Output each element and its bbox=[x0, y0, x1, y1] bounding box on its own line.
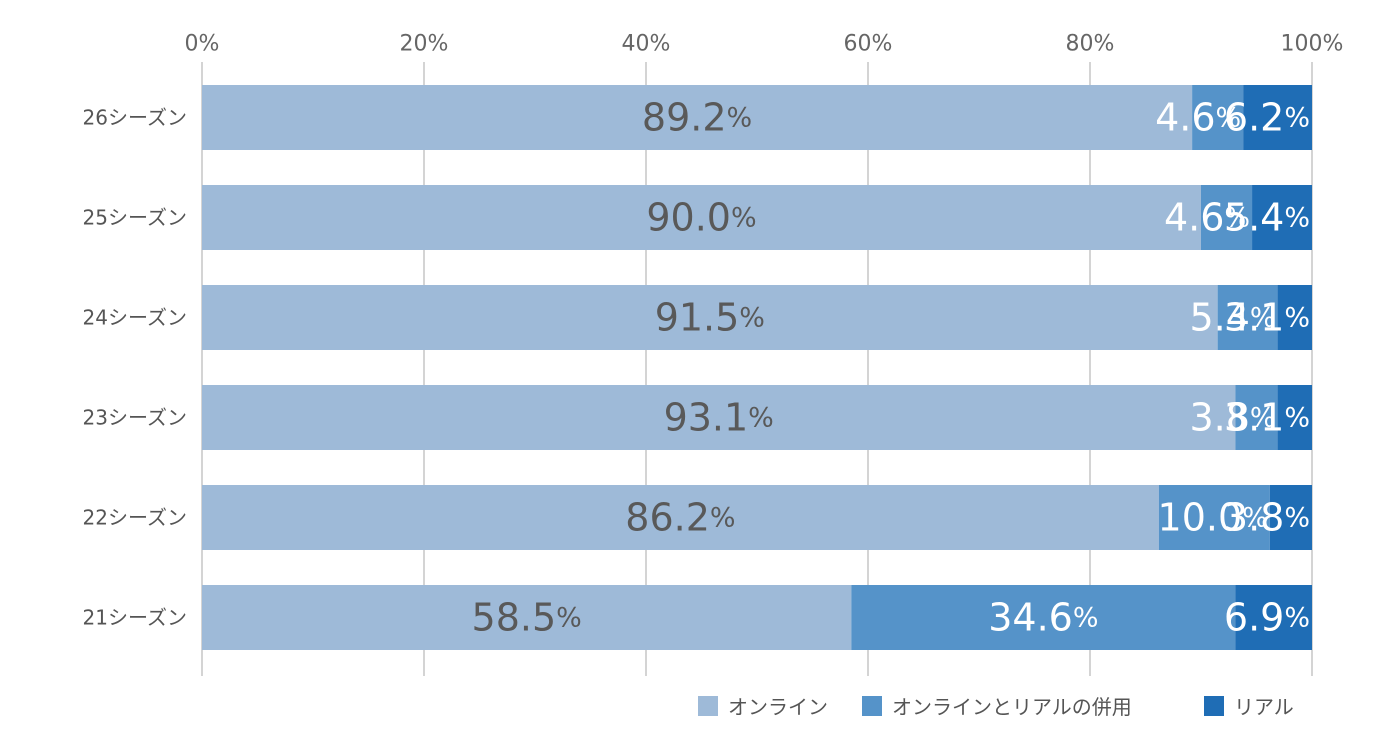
data-label: 4.6% bbox=[1164, 196, 1250, 240]
data-label: 10.0% bbox=[1158, 496, 1268, 540]
data-label: 6.9% bbox=[1224, 596, 1310, 640]
gridlines bbox=[201, 62, 1313, 676]
data-label: 6.2% bbox=[1224, 96, 1310, 140]
bar-segment bbox=[1217, 285, 1278, 350]
bar-segment bbox=[851, 585, 1236, 650]
data-label: 3.8% bbox=[1224, 496, 1310, 540]
category-label: 23シーズン bbox=[83, 406, 187, 430]
data-label: 3.8% bbox=[1189, 396, 1275, 440]
bar-segment bbox=[202, 485, 1159, 550]
x-tick-label: 20% bbox=[400, 32, 449, 57]
x-tick-label: 100% bbox=[1281, 32, 1344, 57]
bar-segment bbox=[202, 85, 1193, 150]
data-label: 93.1% bbox=[664, 396, 774, 440]
bar-segment bbox=[1277, 385, 1312, 450]
bars bbox=[202, 85, 1312, 650]
bar-segment bbox=[1201, 185, 1253, 250]
category-label: 25シーズン bbox=[83, 206, 187, 230]
category-labels: 26シーズン 25シーズン 24シーズン 23シーズン 22シーズン 21シーズン bbox=[83, 106, 187, 630]
data-label: 91.5% bbox=[655, 296, 765, 340]
legend-swatch bbox=[698, 696, 718, 716]
legend-swatch bbox=[1204, 696, 1224, 716]
x-tick-label: 60% bbox=[844, 32, 893, 57]
legend-label: オンラインとリアルの併用 bbox=[892, 695, 1132, 719]
data-label: 90.0% bbox=[646, 196, 756, 240]
bar-segment bbox=[202, 185, 1201, 250]
data-label: 3.1% bbox=[1224, 396, 1310, 440]
legend-swatch bbox=[862, 696, 882, 716]
data-label: 86.2% bbox=[625, 496, 735, 540]
bar-segment bbox=[1277, 285, 1312, 350]
bar-segment bbox=[1235, 385, 1278, 450]
x-tick-label: 40% bbox=[622, 32, 671, 57]
bar-segment bbox=[1235, 585, 1312, 650]
legend-label: オンライン bbox=[728, 695, 828, 719]
category-label: 26シーズン bbox=[83, 106, 187, 130]
data-label: 58.5% bbox=[472, 596, 582, 640]
data-label: 5.4% bbox=[1189, 296, 1275, 340]
bar-segment bbox=[1158, 485, 1270, 550]
category-label: 24シーズン bbox=[83, 306, 187, 330]
legend-label: リアル bbox=[1234, 695, 1294, 719]
category-label: 22シーズン bbox=[83, 506, 187, 530]
x-axis-ticks: 0% 20% 40% 60% 80% 100% bbox=[185, 32, 1344, 57]
bar-segment bbox=[202, 585, 852, 650]
x-tick-label: 80% bbox=[1066, 32, 1115, 57]
bar-segment bbox=[202, 285, 1218, 350]
data-labels: 89.2% 4.6%6.2%90.0% 4.6%5.4%91.5% 5.4%3.1%9… bbox=[472, 96, 1310, 640]
bar-segment bbox=[1252, 185, 1312, 250]
data-label: 34.6% bbox=[988, 596, 1098, 640]
bar-segment bbox=[1269, 485, 1312, 550]
bar-segment bbox=[202, 385, 1236, 450]
legend: オンライン オンラインとリアルの併用 リアル bbox=[698, 695, 1294, 719]
x-tick-label: 0% bbox=[185, 32, 220, 57]
bar-segment bbox=[1243, 85, 1312, 150]
data-label: 5.4% bbox=[1224, 196, 1310, 240]
data-label: 4.6% bbox=[1155, 96, 1241, 140]
category-label: 21シーズン bbox=[83, 606, 187, 630]
bar-segment bbox=[1192, 85, 1244, 150]
data-label: 3.1% bbox=[1224, 296, 1310, 340]
data-label: 89.2% bbox=[642, 96, 752, 140]
